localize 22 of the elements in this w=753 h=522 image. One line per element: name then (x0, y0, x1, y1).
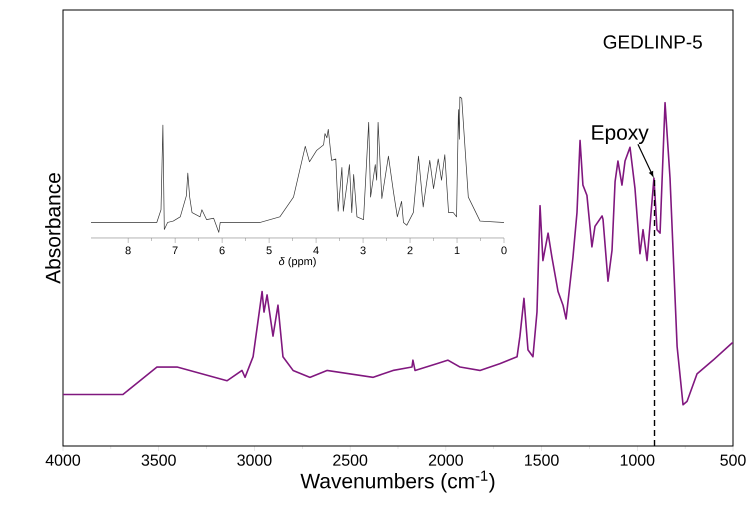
text: GEDLINP-5 (604, 35, 702, 49)
x-tick-label: 2500 (333, 454, 368, 466)
x-tick-label: 4 (313, 246, 319, 254)
x-tick-label: 3 (360, 246, 366, 254)
x-tick-label: 1 (454, 246, 460, 254)
y-axis-title: Absorbance (45, 173, 60, 284)
x-tick-label: 500 (720, 454, 746, 466)
x-tick-label: 0 (501, 246, 507, 254)
x-tick-label: 1500 (525, 454, 559, 466)
x-tick-label: 2 (408, 246, 413, 254)
x-tick-label: 5 (266, 246, 272, 254)
x-axis-title: δ (ppm) (278, 257, 316, 268)
x-tick-label: 3000 (237, 454, 272, 466)
x-tick-label: 3500 (142, 454, 176, 466)
x-tick-label: 2000 (428, 454, 463, 466)
x-tick-label: 6 (220, 246, 225, 254)
x-tick-label: 7 (172, 246, 178, 254)
x-tick-label: 1000 (620, 454, 654, 466)
x-tick-label: 8 (126, 246, 131, 254)
annotation: Epoxy (592, 125, 649, 144)
x-tick-label: 4000 (46, 454, 80, 466)
x-axis-title: Wavenumbers (cm$^{-1}$) (300, 470, 494, 493)
